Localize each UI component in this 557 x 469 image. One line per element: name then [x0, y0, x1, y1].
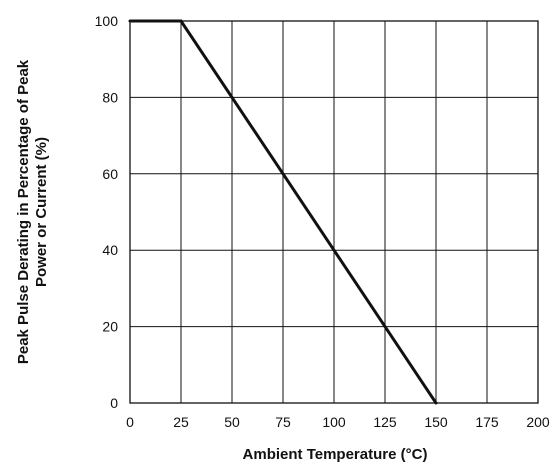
y-axis-title: Peak Pulse Derating in Percentage of Pea… [15, 59, 50, 364]
data-point [128, 19, 132, 23]
y-axis-title-line-1: Peak Pulse Derating in Percentage of Pea… [15, 59, 32, 364]
y-tick-label: 20 [102, 319, 118, 335]
x-tick-label: 175 [475, 414, 499, 430]
plot-frame [129, 20, 539, 404]
y-tick-label: 60 [102, 166, 118, 182]
x-tick-label: 0 [126, 414, 134, 430]
data-point [179, 19, 183, 23]
y-tick-label: 80 [102, 89, 118, 105]
y-axis-title-line-2: Power or Current (%) [33, 137, 50, 287]
data-point [434, 401, 438, 405]
x-tick-label: 125 [373, 414, 397, 430]
x-axis-ticks: 0 25 50 75 100 125 150 175 200 [126, 414, 550, 430]
y-axis-ticks: 0 20 40 60 80 100 [95, 13, 119, 411]
y-tick-label: 40 [102, 242, 118, 258]
series-layer [128, 19, 438, 405]
x-tick-label: 200 [526, 414, 550, 430]
y-tick-label: 100 [95, 13, 119, 29]
x-tick-label: 150 [424, 414, 448, 430]
grid [129, 20, 539, 404]
x-tick-label: 100 [322, 414, 346, 430]
x-tick-label: 25 [173, 414, 189, 430]
x-tick-label: 75 [275, 414, 291, 430]
x-tick-label: 50 [224, 414, 240, 430]
x-axis-title: Ambient Temperature (°C) [243, 446, 428, 463]
y-tick-label: 0 [110, 395, 118, 411]
